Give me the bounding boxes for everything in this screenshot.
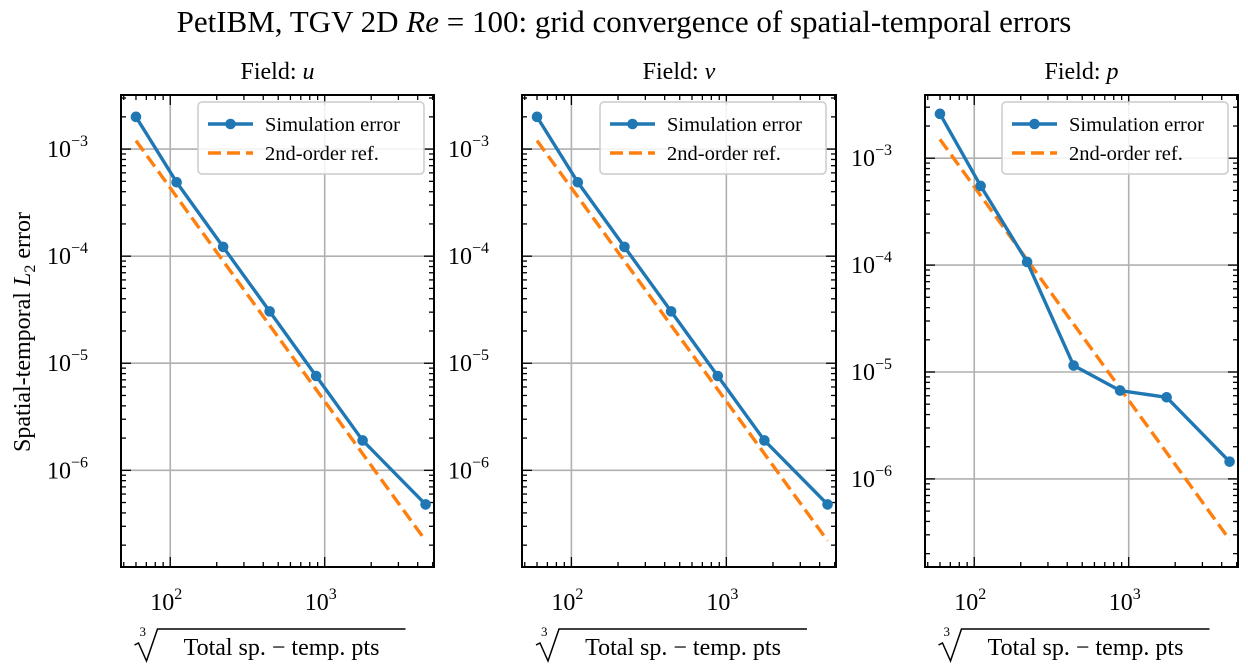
y-axis-label-post: error (10, 212, 36, 265)
legend-simulation-label: Simulation error (1069, 114, 1204, 136)
simulation-point (934, 108, 946, 120)
simulation-line (535, 115, 829, 506)
y-tick-label: 10−6 (47, 454, 88, 484)
simulation-point (1161, 391, 1172, 403)
x-axis-label-text: Total sp. − temp. pts (585, 635, 781, 661)
simulation-point (1114, 385, 1126, 396)
simulation-point (357, 435, 368, 446)
y-tick-label: 10−5 (448, 347, 489, 377)
simulation-point (1068, 360, 1079, 371)
legend: Simulation error 2nd-order ref. (197, 101, 425, 175)
x-axis-label-radical (938, 628, 1210, 664)
simulation-point (1021, 256, 1033, 268)
simulation-point (619, 241, 630, 253)
legend-box (197, 101, 425, 175)
simulation-point (759, 435, 770, 446)
x-axis-label-text: Total sp. − temp. pts (988, 635, 1184, 661)
simulation-point (822, 499, 833, 510)
y-tick-label: 10−3 (851, 142, 892, 172)
y-axis-label: Spatial-temporal L2 error (10, 212, 39, 452)
simulation-point (712, 370, 724, 382)
simulation-point (531, 111, 543, 123)
legend-box (1001, 101, 1229, 175)
simulation-point (1224, 456, 1235, 467)
simulation-point (420, 499, 431, 510)
subplot-p: 102 103 10−6 10−5 10−4 10−3 Field: p Simulation… (851, 59, 1239, 664)
simulation-point (665, 306, 677, 317)
legend-reference-label: 2nd-order ref. (1069, 143, 1183, 165)
y-axis-label-pre: Spatial-temporal (10, 286, 36, 452)
y-tick-label: 10−4 (448, 240, 489, 270)
y-tick-label: 10−5 (47, 347, 88, 377)
figure-title-pre: PetIBM, TGV 2D (176, 4, 407, 39)
legend-simulation-marker (225, 118, 236, 130)
y-axis-label-L: L (10, 273, 36, 287)
simulation-point (264, 306, 275, 317)
simulation-point (310, 370, 322, 382)
simulation-point (975, 180, 986, 192)
y-tick-label: 10−3 (47, 133, 88, 163)
x-axis-label-root-index: 3 (541, 624, 548, 639)
y-tick-label: 10−6 (448, 454, 489, 484)
simulation-point (171, 176, 182, 188)
legend: Simulation error 2nd-order ref. (1001, 101, 1229, 175)
legend-reference-label: 2nd-order ref. (667, 143, 781, 165)
subplot-u: 102 103 10−6 10−5 10−4 10−3 Field: u Simulation… (47, 59, 435, 664)
y-tick-label: 10−4 (47, 240, 88, 270)
subplot-title: Field: v (643, 59, 716, 85)
simulation-line (134, 115, 427, 506)
x-axis-label: 3 Total sp. − temp. pts (134, 624, 406, 664)
y-axis-label-sub: 2 (22, 265, 39, 273)
x-axis-label-radical (535, 628, 807, 664)
legend-simulation-marker (627, 118, 638, 130)
x-axis-label: 3 Total sp. − temp. pts (938, 624, 1210, 664)
subplot-v: 102 103 10−6 10−5 10−4 10−3 Field: v Simulation… (448, 59, 837, 664)
y-tick-label: 10−4 (851, 249, 892, 279)
x-tick-label: 103 (706, 586, 738, 616)
x-tick-label: 102 (954, 586, 986, 616)
plot-frame (924, 94, 1239, 568)
y-tick-label: 10−5 (851, 356, 892, 386)
x-axis-label-root-index: 3 (140, 624, 147, 639)
simulation-point (217, 241, 229, 253)
figure-title: PetIBM, TGV 2D Re = 100: grid convergenc… (0, 4, 1248, 40)
plot-frame (521, 94, 837, 568)
x-tick-label: 103 (305, 586, 337, 616)
legend-box (599, 101, 827, 175)
reference-line (938, 138, 1231, 541)
x-tick-label: 102 (150, 586, 182, 616)
x-tick-label: 102 (551, 586, 583, 616)
x-tick-label: 103 (1109, 586, 1141, 616)
legend-simulation-label: Simulation error (265, 114, 400, 136)
x-axis-label-root-index: 3 (944, 624, 951, 639)
legend-reference-label: 2nd-order ref. (265, 143, 379, 165)
reference-line (535, 139, 829, 542)
x-axis-label: 3 Total sp. − temp. pts (535, 624, 807, 664)
subplot-title: Field: p (1044, 59, 1118, 85)
simulation-point (572, 176, 584, 188)
legend-simulation-marker (1029, 118, 1040, 130)
simulation-point (130, 111, 142, 123)
figure-title-re: Re (406, 4, 439, 39)
plot-frame (120, 94, 435, 568)
x-axis-label-radical (134, 628, 406, 664)
figure-title-post: = 100: grid convergence of spatial-tempo… (438, 4, 1072, 39)
reference-line (134, 139, 427, 542)
subplot-title: Field: u (240, 59, 314, 85)
x-axis-label-text: Total sp. − temp. pts (184, 635, 380, 661)
legend: Simulation error 2nd-order ref. (599, 101, 827, 175)
y-tick-label: 10−6 (851, 463, 892, 493)
y-tick-label: 10−3 (448, 133, 489, 163)
legend-simulation-label: Simulation error (667, 114, 802, 136)
